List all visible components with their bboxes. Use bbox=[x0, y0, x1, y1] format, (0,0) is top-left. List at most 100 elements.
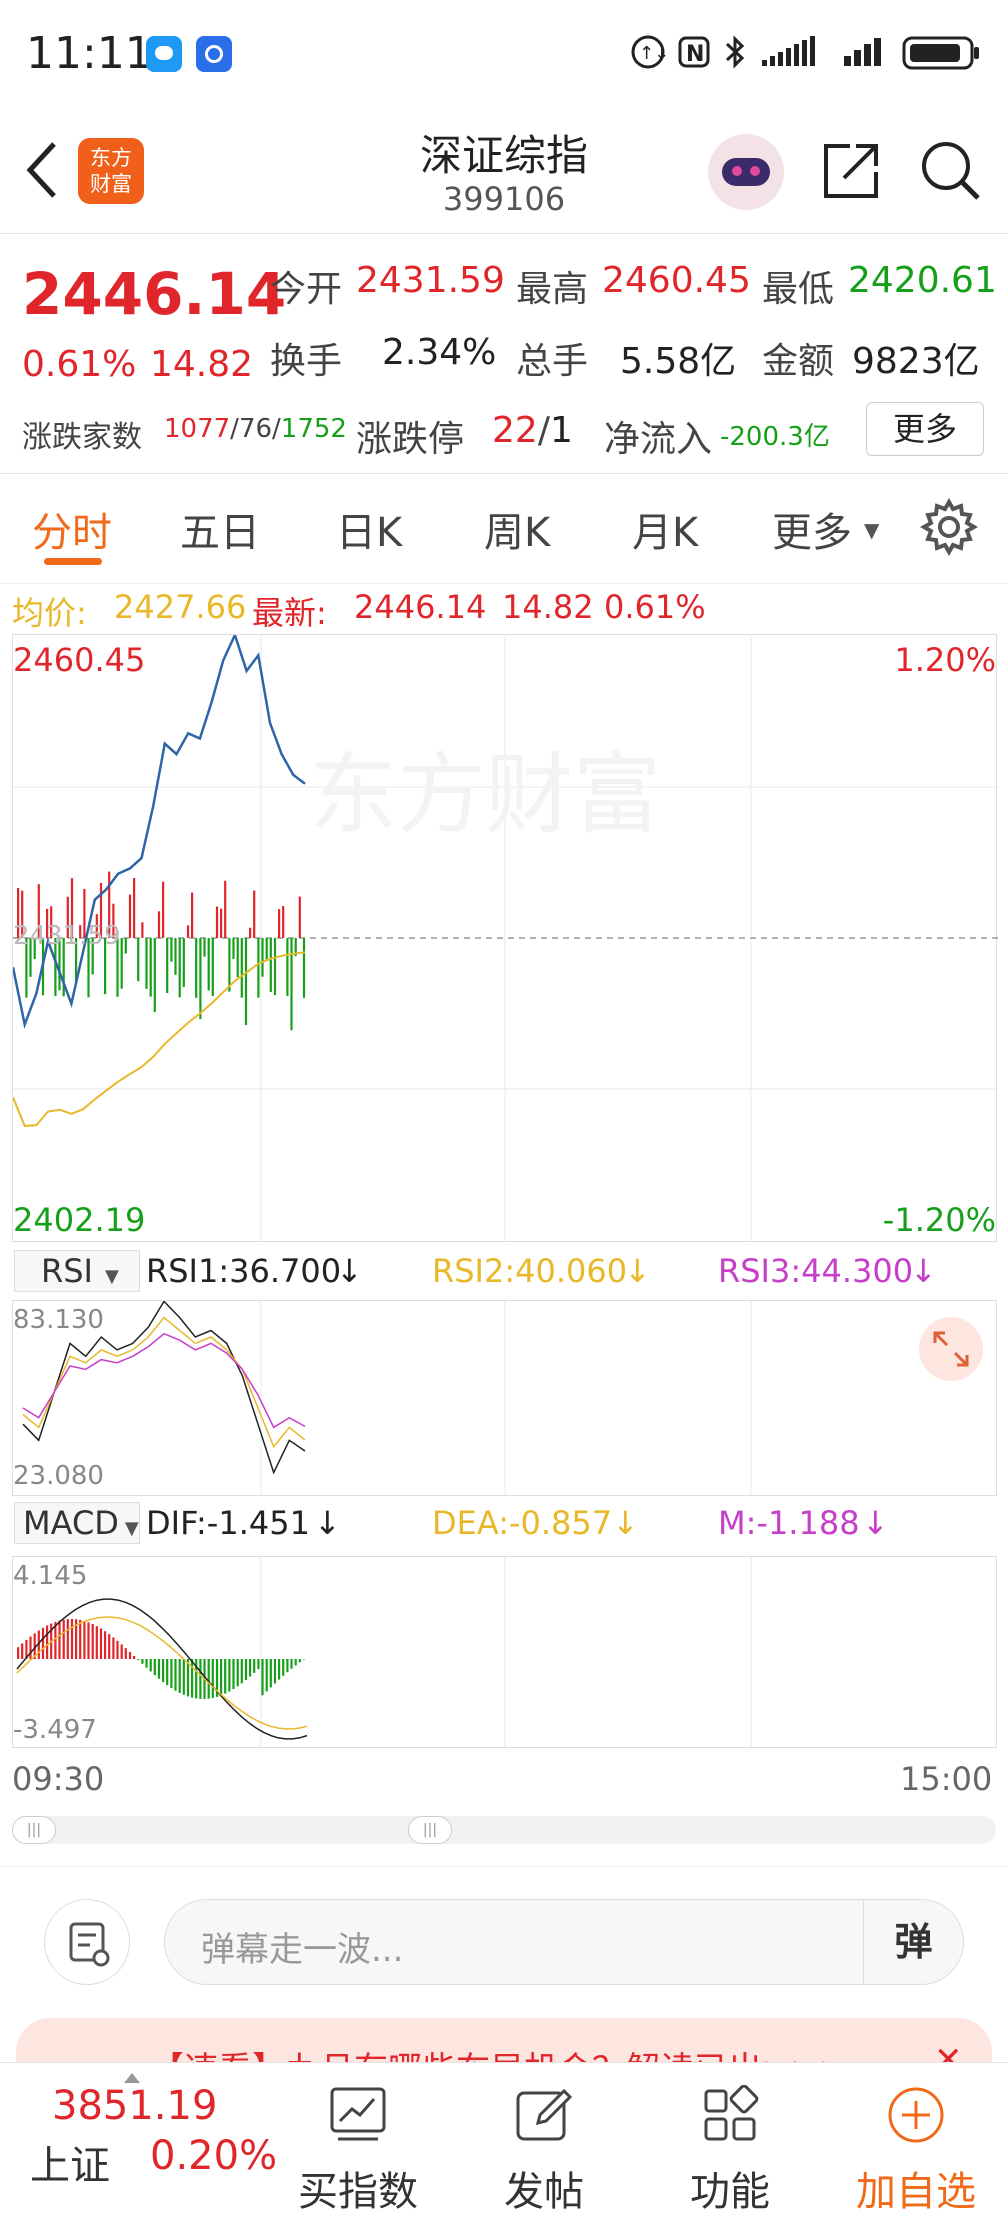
macd-bar bbox=[199, 1659, 202, 1699]
rsi-line-1 bbox=[22, 1301, 306, 1475]
macd-bar bbox=[124, 1648, 127, 1659]
volume-bar bbox=[186, 925, 190, 938]
intraday-chart[interactable]: 东方财富 2460.45 2402.19 1.20% -1.20% 2431.5… bbox=[12, 634, 998, 1242]
macd-bar bbox=[178, 1659, 181, 1693]
volume-bar bbox=[124, 938, 127, 954]
volume-bar bbox=[133, 878, 136, 939]
latest-value: 2446.14 bbox=[354, 588, 487, 626]
bottom-bar: 3851.19 上证 0.20% 买指数 发帖 功能 加自选 bbox=[0, 2062, 1008, 2232]
macd-bar bbox=[54, 1621, 57, 1659]
range-scrollbar[interactable]: ||| ||| bbox=[12, 1816, 996, 1844]
back-icon[interactable] bbox=[20, 138, 64, 202]
volume-bar bbox=[145, 938, 148, 989]
search-icon[interactable] bbox=[918, 138, 982, 202]
volume-bar bbox=[195, 938, 198, 998]
price-line bbox=[13, 635, 306, 1030]
volume-bar bbox=[178, 938, 181, 998]
macd-bar bbox=[182, 1659, 185, 1695]
buy-index-button[interactable]: 买指数 bbox=[288, 2063, 428, 2233]
time-start-label: 09:30 bbox=[12, 1760, 105, 1798]
breadth-values: 1077/76/1752 bbox=[164, 414, 347, 444]
volume-bar bbox=[83, 888, 86, 938]
macd-selector-label: MACD bbox=[23, 1504, 119, 1542]
signal-icon bbox=[760, 30, 820, 74]
rsi-max-label: 83.130 bbox=[13, 1305, 104, 1335]
macd-chart[interactable]: 4.145 -3.497 bbox=[12, 1556, 997, 1748]
index-ticker[interactable]: 3851.19 上证 0.20% bbox=[0, 2063, 277, 2233]
functions-button[interactable]: 功能 bbox=[660, 2063, 800, 2233]
tab-five-day[interactable]: 五日 bbox=[180, 510, 260, 556]
volume-bar bbox=[50, 906, 53, 938]
tab-monthly-k[interactable]: 月K bbox=[632, 510, 699, 556]
macd-bar bbox=[282, 1659, 285, 1676]
comment-list-icon[interactable] bbox=[44, 1899, 130, 1985]
tab-daily-k[interactable]: 日K bbox=[336, 510, 403, 556]
volume-bar bbox=[91, 938, 94, 975]
danmu-input[interactable]: 弹幕走一波... 弹 bbox=[164, 1899, 964, 1985]
volume-bar bbox=[137, 938, 140, 982]
robot-assistant-icon[interactable] bbox=[708, 134, 784, 210]
volume-bar bbox=[99, 882, 103, 939]
volume-bar bbox=[282, 906, 285, 939]
scroll-handle-right[interactable]: ||| bbox=[408, 1816, 452, 1844]
dif-value: DIF:-1.451 bbox=[146, 1504, 310, 1542]
volume-bar bbox=[278, 909, 281, 939]
volume-value: 5.58亿 bbox=[620, 341, 737, 382]
post-button[interactable]: 发帖 bbox=[474, 2063, 614, 2233]
volume-bar bbox=[199, 938, 202, 1019]
macd-bar bbox=[278, 1659, 281, 1680]
danmu-toggle-button[interactable]: 弹 bbox=[863, 1900, 963, 1984]
macd-bar bbox=[228, 1659, 231, 1692]
macd-bar bbox=[66, 1619, 69, 1660]
change-percent: 0.61% bbox=[22, 344, 137, 385]
volume-bar bbox=[66, 896, 69, 938]
macd-bar bbox=[120, 1644, 123, 1660]
stock-code: 399106 bbox=[442, 180, 566, 218]
tab-more[interactable]: 更多 bbox=[772, 510, 852, 556]
battery-icon bbox=[902, 30, 982, 74]
scroll-handle-left[interactable]: ||| bbox=[12, 1816, 56, 1844]
macd-bar bbox=[261, 1659, 264, 1696]
share-icon[interactable] bbox=[820, 138, 884, 202]
rsi-chart[interactable]: 83.130 23.080 bbox=[12, 1300, 997, 1496]
nfc-icon: N bbox=[676, 30, 712, 74]
danmu-toggle-label: 弹 bbox=[894, 1920, 933, 1964]
more-button[interactable]: 更多 bbox=[866, 402, 984, 456]
tab-intraday[interactable]: 分时 bbox=[32, 510, 112, 556]
volume-bar bbox=[265, 938, 268, 960]
volume-bar bbox=[174, 938, 177, 975]
macd-bar bbox=[302, 1659, 306, 1660]
app-logo[interactable]: 东方 财富 bbox=[78, 138, 144, 204]
macd-bar bbox=[104, 1631, 107, 1660]
latest-change: 14.82 bbox=[502, 588, 594, 626]
functions-label: 功能 bbox=[690, 2169, 770, 2215]
macd-bar bbox=[99, 1628, 103, 1660]
volume-bar bbox=[153, 938, 156, 1012]
open-value: 2431.59 bbox=[356, 260, 505, 301]
edit-icon bbox=[516, 2088, 573, 2141]
rsi-selector[interactable]: RSI ▼ bbox=[14, 1250, 140, 1292]
amount-label: 金额 bbox=[762, 341, 835, 382]
volume-bar bbox=[128, 894, 132, 938]
settings-gear-icon[interactable] bbox=[919, 497, 979, 557]
macd-bar bbox=[128, 1652, 132, 1660]
y-min-label: 2402.19 bbox=[13, 1201, 146, 1239]
add-watchlist-button[interactable]: 加自选 bbox=[846, 2063, 986, 2233]
page-title: 深证综指 bbox=[419, 131, 588, 180]
expand-icon[interactable] bbox=[919, 1317, 983, 1381]
macd-bar bbox=[17, 1647, 20, 1659]
macd-bar bbox=[58, 1620, 61, 1659]
macd-selector[interactable]: MACD ▼ bbox=[14, 1502, 140, 1544]
dea-arrow-icon: ↓ bbox=[612, 1504, 639, 1542]
volume-bar bbox=[157, 911, 161, 939]
volume-bar bbox=[244, 938, 248, 1026]
macd-bar bbox=[95, 1626, 98, 1660]
macd-bar bbox=[298, 1659, 301, 1663]
status-bar: 11:11 ↑↓ N bbox=[0, 0, 1008, 110]
volume-bar bbox=[116, 938, 119, 997]
macd-bar bbox=[108, 1634, 111, 1659]
macd-bar bbox=[116, 1640, 119, 1660]
macd-bar bbox=[149, 1659, 152, 1672]
volume-bar bbox=[87, 938, 90, 998]
tab-weekly-k[interactable]: 周K bbox=[484, 510, 551, 556]
